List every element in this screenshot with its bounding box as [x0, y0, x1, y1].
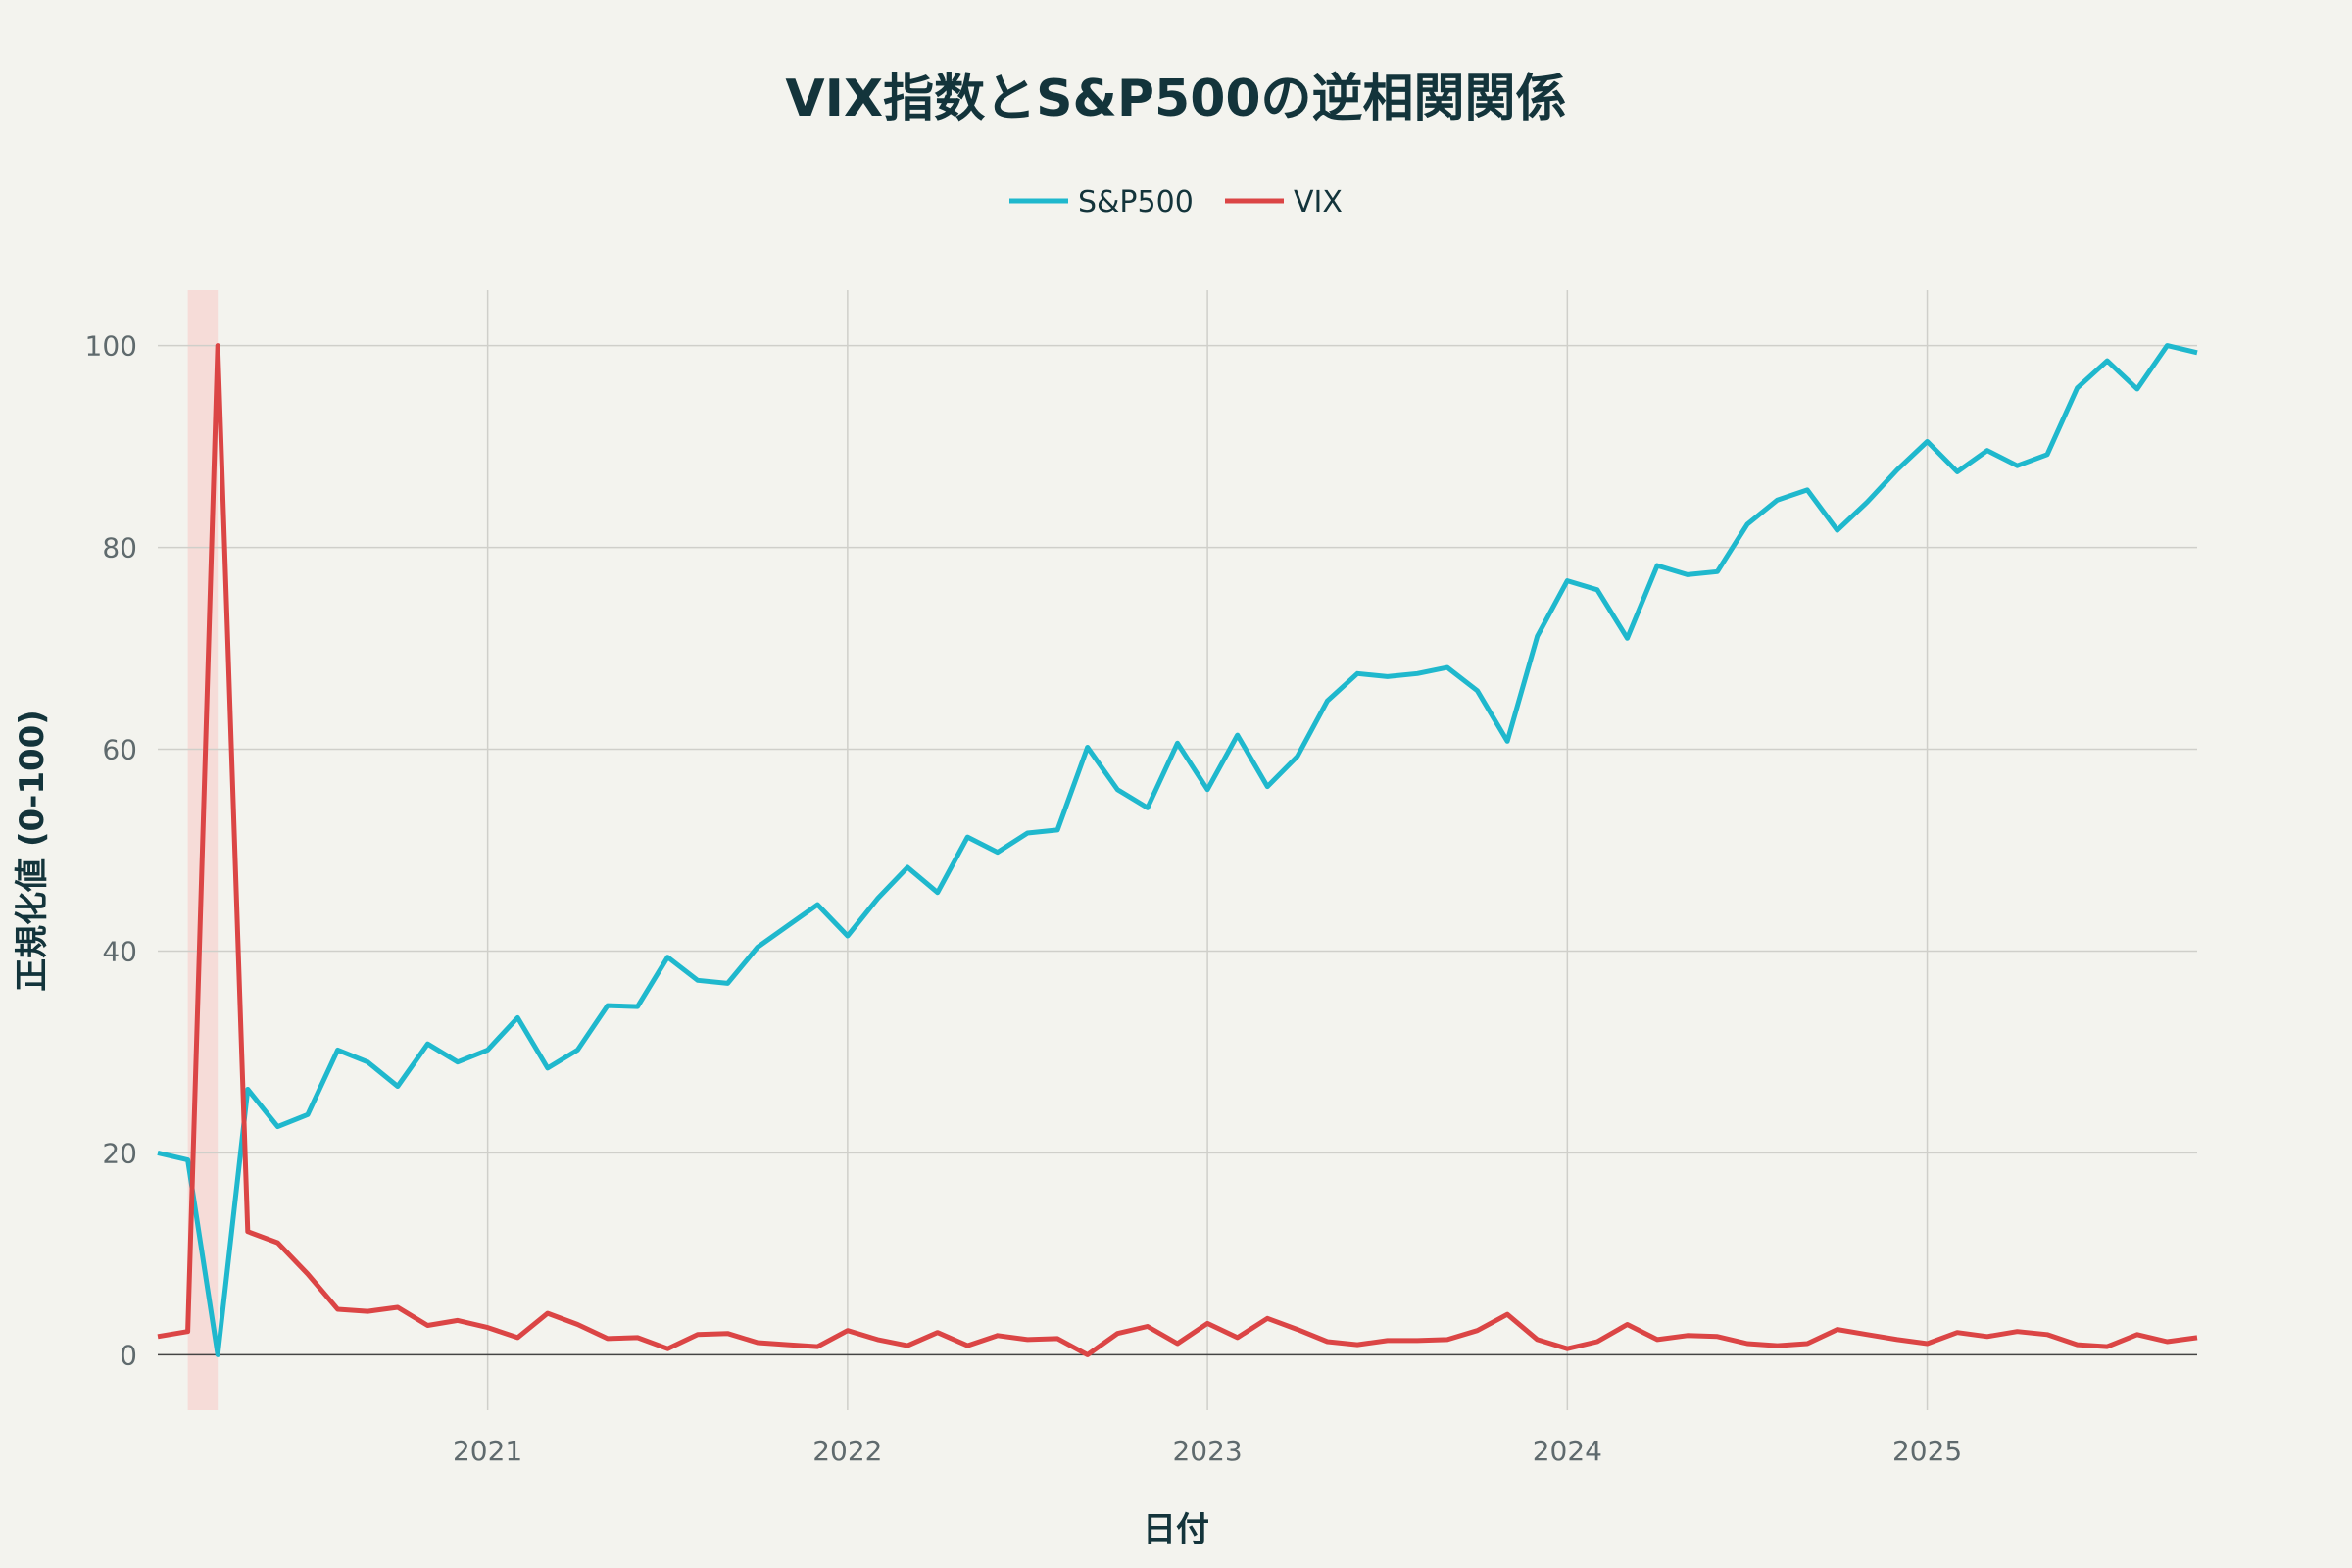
- series-lines: [157, 343, 2198, 1357]
- legend: S&P500 VIX: [1009, 185, 1343, 220]
- y-tick-label: 20: [102, 1137, 137, 1169]
- x-tick-labels: 2021 2022 2023 2024 2025: [453, 1435, 1962, 1467]
- legend-label-sp500: S&P500: [1078, 185, 1194, 220]
- series-line-sp500[interactable]: [157, 343, 2198, 1357]
- y-tick-label: 40: [102, 935, 137, 967]
- gridlines: [158, 290, 2197, 1410]
- y-tick-label: 60: [102, 734, 137, 766]
- legend-label-vix: VIX: [1294, 185, 1343, 220]
- y-tick-labels: 0 20 40 60 80 100: [85, 330, 137, 1372]
- y-tick-label: 100: [85, 330, 137, 363]
- chart-title: VIX指数とS&P500の逆相関関係: [785, 70, 1566, 128]
- x-tick-label: 2023: [1172, 1435, 1242, 1467]
- y-axis-title: 正規化値 (0-100): [13, 710, 52, 992]
- y-tick-label: 0: [120, 1339, 137, 1371]
- x-axis-title: 日付: [1143, 1510, 1209, 1549]
- legend-item-vix[interactable]: VIX: [1225, 185, 1343, 220]
- x-tick-label: 2025: [1892, 1435, 1962, 1467]
- x-tick-label: 2021: [453, 1435, 522, 1467]
- x-tick-label: 2022: [812, 1435, 882, 1467]
- y-tick-label: 80: [102, 532, 137, 564]
- legend-item-sp500[interactable]: S&P500: [1009, 185, 1194, 220]
- x-tick-label: 2024: [1533, 1435, 1602, 1467]
- series-line-vix[interactable]: [157, 343, 2198, 1357]
